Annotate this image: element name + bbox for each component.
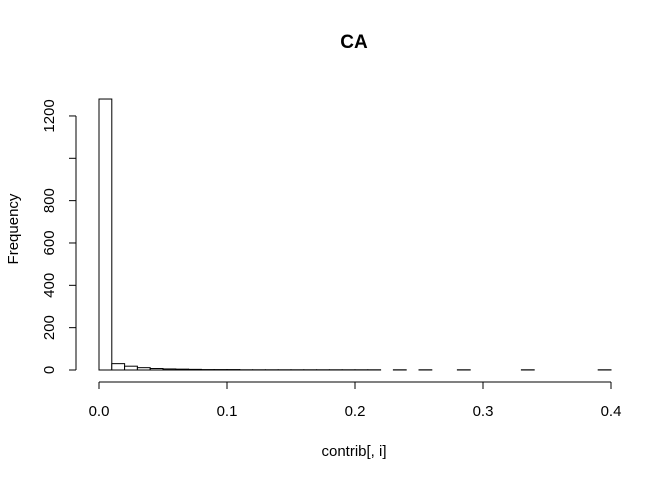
histogram-bar bbox=[175, 368, 190, 371]
y-tick-label: 600 bbox=[41, 230, 58, 255]
x-axis-label: contrib[, i] bbox=[321, 443, 386, 460]
histogram-bar bbox=[162, 368, 177, 371]
y-tick-label: 200 bbox=[41, 315, 58, 340]
x-tick-label: 0.1 bbox=[217, 403, 238, 420]
chart-title: CA bbox=[340, 32, 368, 53]
histogram-bar bbox=[149, 368, 164, 371]
x-axis: 0.0 0.1 0.2 0.3 0.4 bbox=[89, 381, 622, 420]
histogram-bar bbox=[124, 365, 138, 371]
y-tick-label: 0 bbox=[41, 366, 58, 374]
y-tick-label: 800 bbox=[41, 188, 58, 213]
y-axis-label: Frequency bbox=[5, 193, 22, 264]
x-tick-label: 0.4 bbox=[601, 403, 622, 420]
histogram-bar bbox=[98, 98, 113, 371]
x-tick-label: 0.0 bbox=[89, 403, 110, 420]
y-tick-label: 400 bbox=[41, 273, 58, 298]
histogram-bar bbox=[111, 363, 126, 371]
x-tick-label: 0.3 bbox=[473, 403, 494, 420]
histogram-bars bbox=[98, 98, 612, 371]
histogram-bar bbox=[136, 367, 151, 371]
y-axis: 0 200 400 600 800 1200 bbox=[41, 99, 77, 374]
x-tick-label: 0.2 bbox=[345, 403, 366, 420]
y-tick-label: 1200 bbox=[41, 99, 58, 132]
histogram-bar bbox=[188, 368, 202, 371]
